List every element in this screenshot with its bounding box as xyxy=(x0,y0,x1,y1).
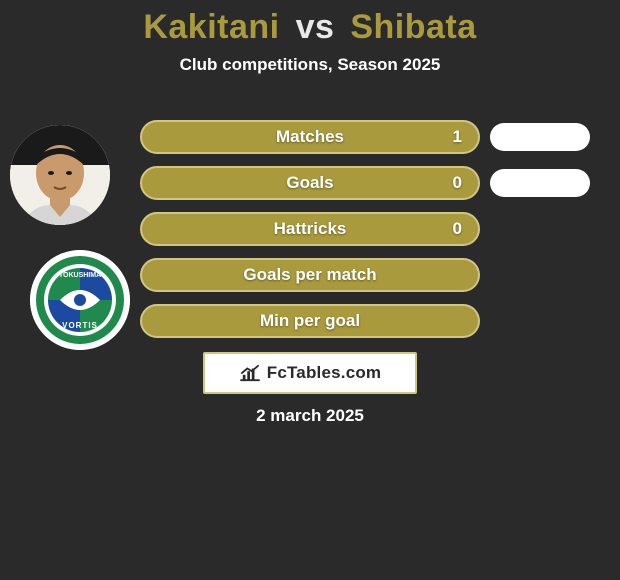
stat-bar-hattricks: Hattricks 0 xyxy=(140,212,480,246)
comparison-date: 2 march 2025 xyxy=(256,406,364,426)
player2-pill-row xyxy=(490,166,600,200)
player2-pill xyxy=(490,123,590,151)
brand-text: FcTables.com xyxy=(267,363,382,383)
bar-value: 0 xyxy=(453,219,462,239)
player2-name: Shibata xyxy=(350,8,476,46)
bar-label: Matches xyxy=(276,127,344,147)
bar-value: 1 xyxy=(453,127,462,147)
player1-name: Kakitani xyxy=(143,8,279,46)
player1-avatar xyxy=(10,125,110,225)
title-vs: vs xyxy=(296,8,335,46)
comparison-title: Kakitani vs Shibata xyxy=(0,0,620,47)
person-icon xyxy=(10,125,110,225)
avatars-column: TOKUSHIMA VORTIS xyxy=(10,125,120,350)
brand-badge: FcTables.com xyxy=(203,352,417,394)
player2-pill-column xyxy=(490,120,600,212)
player2-pill xyxy=(490,169,590,197)
svg-text:VORTIS: VORTIS xyxy=(62,321,98,330)
stat-bars: Matches 1 Goals 0 Hattricks 0 Goals per … xyxy=(140,120,480,350)
stat-bar-min-per-goal: Min per goal xyxy=(140,304,480,338)
bar-label: Goals xyxy=(286,173,333,193)
stat-bar-goals-per-match: Goals per match xyxy=(140,258,480,292)
svg-text:TOKUSHIMA: TOKUSHIMA xyxy=(59,272,101,279)
player2-pill-row xyxy=(490,120,600,154)
stat-bar-goals: Goals 0 xyxy=(140,166,480,200)
comparison-subtitle: Club competitions, Season 2025 xyxy=(0,55,620,75)
player2-avatar: TOKUSHIMA VORTIS xyxy=(30,250,130,350)
bar-value: 0 xyxy=(453,173,462,193)
bar-label: Min per goal xyxy=(260,311,360,331)
stat-bar-matches: Matches 1 xyxy=(140,120,480,154)
crest-icon: TOKUSHIMA VORTIS xyxy=(30,250,130,350)
chart-icon xyxy=(239,364,261,382)
bar-label: Hattricks xyxy=(274,219,347,239)
bar-label: Goals per match xyxy=(243,265,376,285)
